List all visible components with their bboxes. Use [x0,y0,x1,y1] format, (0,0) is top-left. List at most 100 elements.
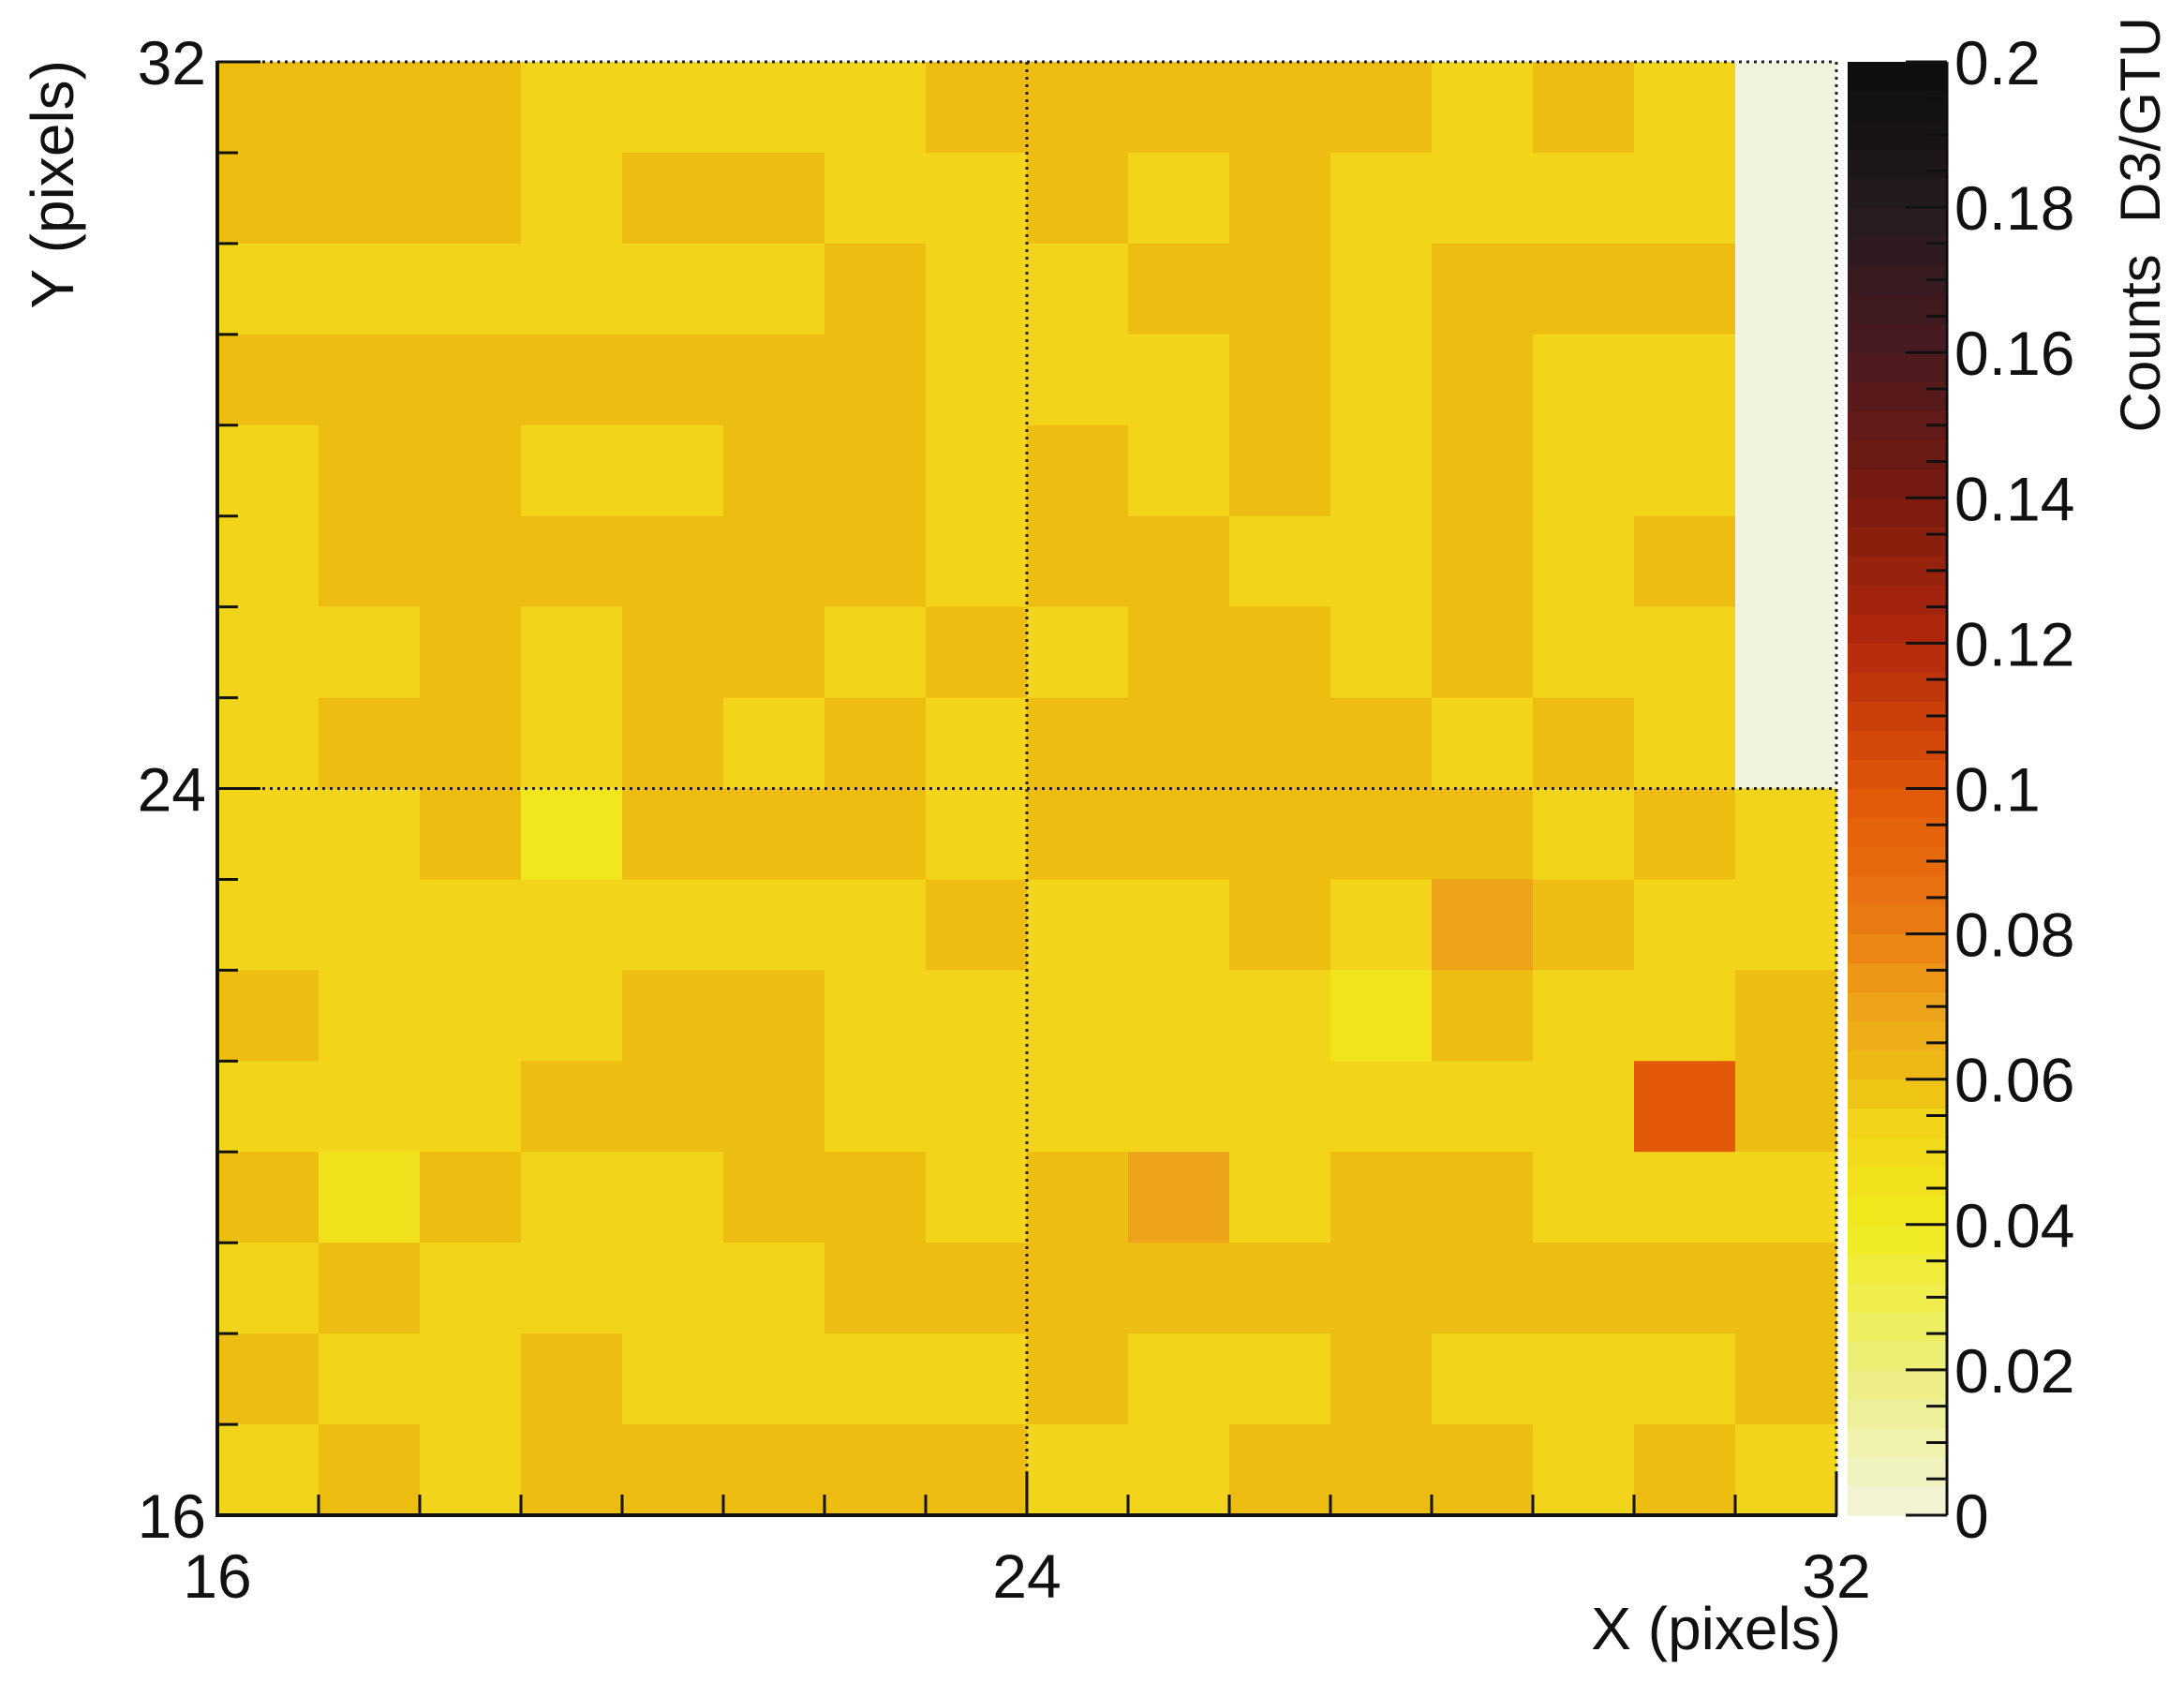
heatmap-cell [1634,62,1736,154]
heatmap-cell [622,1333,724,1425]
heatmap-cell [1027,697,1129,790]
heatmap-cell [1634,1152,1736,1243]
heatmap-cell [1533,1152,1635,1243]
heatmap-cell [217,1243,319,1334]
colorbar-segment [1848,1253,1947,1284]
heatmap-cell [319,697,421,790]
heatmap-cell [1128,970,1230,1062]
heatmap-cell [1027,515,1129,608]
heatmap-cell [1735,697,1837,790]
heatmap-cell [521,1424,623,1516]
colorbar-segment [1848,962,1947,993]
heatmap-cell [926,1333,1028,1425]
heatmap-cell [622,243,724,335]
heatmap-cell [1027,243,1129,335]
heatmap-cell [1432,1152,1534,1243]
axis-ticks [215,60,1838,1517]
heatmap-cell [622,334,724,426]
heatmap-cell [420,152,522,245]
heatmap-cell [622,515,724,608]
y-tick-label: 24 [138,755,206,825]
colorbar-segment [1848,1166,1947,1197]
colorbar-segment [1848,149,1947,179]
heatmap-cell [926,1152,1028,1243]
heatmap-cell [521,1243,623,1334]
heatmap-cell [319,424,421,517]
heatmap-cell [319,62,421,154]
heatmap-cell [521,334,623,426]
heatmap-cell [1027,424,1129,517]
heatmap-cell [1735,970,1837,1062]
heatmap-cell [622,1243,724,1334]
heatmap-cell [521,62,623,154]
heatmap-cell [1229,879,1331,971]
heatmap-cell [319,606,421,699]
heatmap-cell [1330,1061,1433,1153]
heatmap-cell [1634,788,1736,881]
heatmap-cell [1533,788,1635,881]
heatmap-cell [1533,1424,1635,1516]
colorbar-segment [1848,788,1947,819]
heatmap-cell [1229,62,1331,154]
colorbar-segment [1848,672,1947,703]
heatmap-cell [1330,515,1433,608]
heatmap-cell [723,788,825,881]
colorbar-segment [1848,904,1947,935]
heatmap-cell [420,606,522,699]
heatmap-cell [1634,697,1736,790]
heatmap-cell [217,1424,319,1516]
heatmap-cell [420,1333,522,1425]
colorbar-tick-label: 0.12 [1954,609,2074,678]
heatmap-cell [1634,970,1736,1062]
heatmap-cell [420,62,522,154]
heatmap-cell [1128,152,1230,245]
heatmap-cell [1128,1424,1230,1516]
heatmap-cell [420,1152,522,1243]
heatmap-cell [521,788,623,881]
heatmap-cell [926,334,1028,426]
heatmap-cell [1432,1424,1534,1516]
heatmap-cell [622,1424,724,1516]
heatmap-cell [1735,788,1837,881]
heatmap-cell [622,788,724,881]
heatmap-cell [1634,606,1736,699]
heatmap-cell [1229,334,1331,426]
heatmap-cell [1634,334,1736,426]
colorbar-segment [1848,1020,1947,1051]
colorbar-tick-label: 0.08 [1954,901,2074,970]
heatmap-cell [420,697,522,790]
heatmap-cell [1330,1243,1433,1334]
heatmap-cell [217,243,319,335]
heatmap-cell [1634,515,1736,608]
heatmap-cell [1533,606,1635,699]
colorbar-segment [1848,62,1947,92]
heatmap-cell [622,606,724,699]
heatmap-cell [521,606,623,699]
colorbar-tick-label: 0.16 [1954,319,2074,388]
colorbar-segment [1848,323,1947,353]
grid-lines [217,60,1838,1515]
heatmap-cell [420,970,522,1062]
heatmap-cell [420,1243,522,1334]
heatmap-cell [825,152,927,245]
heatmap-cell [1533,243,1635,335]
heatmap-cell [1027,1333,1129,1425]
heatmap-cell [420,424,522,517]
colorbar-segment [1848,439,1947,469]
heatmap-cell [825,334,927,426]
heatmap-cell [622,697,724,790]
heatmap-cell [1330,424,1433,517]
heatmap-cell [1027,62,1129,154]
heatmap-cell [319,152,421,245]
heatmap-cell [723,62,825,154]
heatmap-cell [926,243,1028,335]
heatmap-cell [1735,515,1837,608]
heatmap-cell [1128,879,1230,971]
heatmap-cell [723,1424,825,1516]
colorbar-tick-label: 0 [1954,1481,1989,1551]
heatmap-cell [1634,424,1736,517]
heatmap-cell [217,334,319,426]
heatmap-cell [1634,1061,1736,1153]
